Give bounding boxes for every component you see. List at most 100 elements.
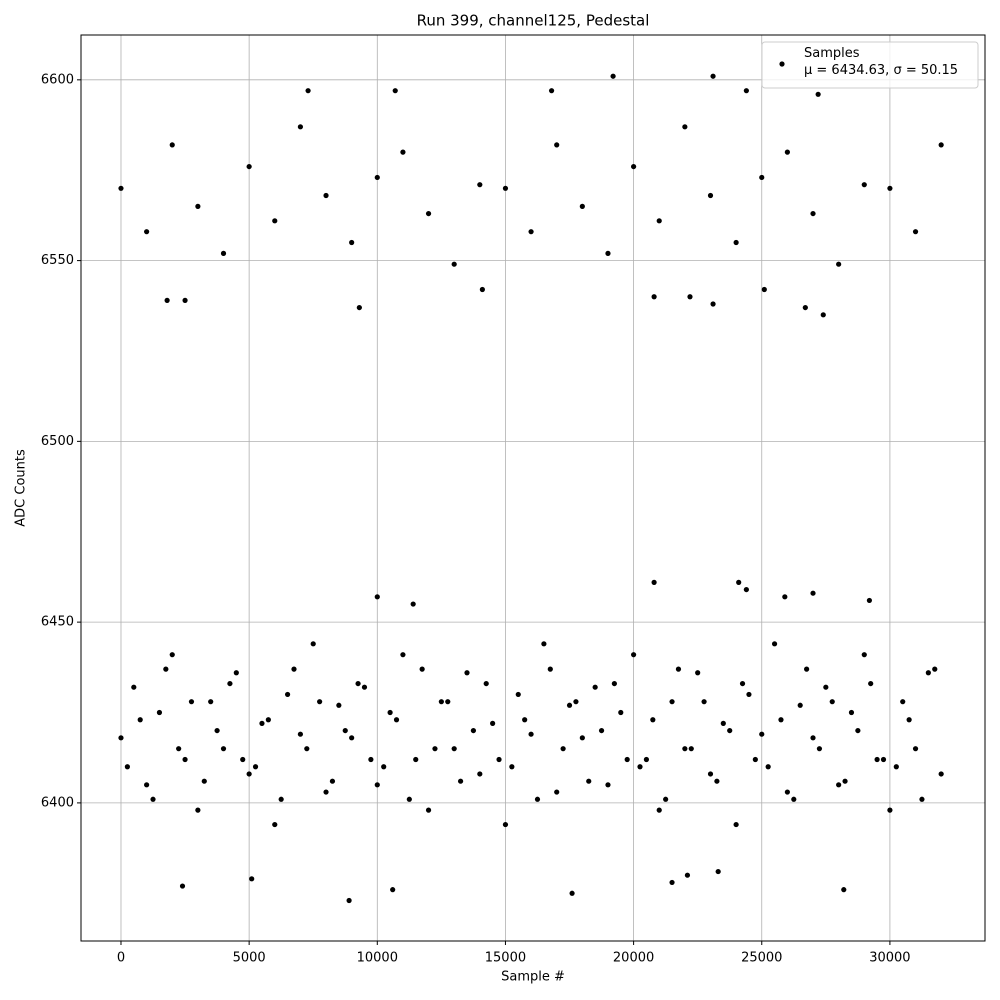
y-axis-label: ADC Counts — [14, 449, 29, 527]
point — [169, 142, 175, 148]
point — [605, 782, 611, 788]
point — [720, 720, 726, 726]
point — [346, 897, 352, 904]
point — [900, 699, 906, 705]
point — [144, 229, 150, 235]
point — [259, 720, 265, 726]
point — [547, 666, 553, 672]
point — [605, 250, 611, 256]
point — [265, 717, 271, 723]
x-tick-label: 5000 — [233, 951, 266, 966]
point — [569, 890, 575, 896]
point — [611, 680, 617, 687]
point — [118, 185, 124, 191]
point — [304, 746, 310, 752]
point — [771, 641, 778, 647]
point — [297, 731, 304, 737]
point — [342, 727, 348, 734]
point — [419, 666, 425, 672]
point — [291, 666, 297, 672]
point — [710, 73, 716, 79]
point — [714, 778, 720, 784]
point — [169, 652, 175, 658]
point — [802, 304, 808, 311]
point — [650, 717, 656, 723]
point — [432, 746, 438, 752]
chart-title: Run 399, channel125, Pedestal — [417, 12, 650, 30]
point — [356, 304, 362, 311]
point — [810, 210, 816, 217]
legend-box — [761, 41, 979, 89]
point — [804, 666, 810, 672]
point — [515, 691, 521, 698]
point — [743, 586, 749, 593]
point — [182, 297, 188, 303]
point — [887, 185, 893, 191]
point — [163, 666, 169, 672]
point — [842, 778, 848, 784]
point — [479, 286, 485, 293]
point — [765, 764, 771, 770]
point — [874, 756, 880, 763]
point — [220, 746, 227, 752]
point — [736, 579, 742, 585]
point — [925, 670, 931, 676]
point — [912, 746, 919, 752]
point — [534, 796, 541, 802]
point — [137, 717, 143, 723]
point — [390, 887, 396, 893]
point — [502, 821, 509, 828]
point — [297, 124, 304, 130]
point — [727, 727, 733, 734]
point — [868, 680, 874, 687]
point — [451, 261, 457, 267]
point — [733, 821, 739, 828]
point — [374, 782, 380, 788]
point — [566, 702, 573, 708]
point — [669, 879, 675, 886]
point — [406, 796, 412, 802]
point — [618, 709, 624, 716]
point — [278, 796, 284, 802]
point — [490, 720, 496, 726]
x-tick-label: 20000 — [613, 951, 654, 966]
point — [733, 239, 739, 246]
point — [573, 699, 579, 705]
point — [246, 163, 252, 170]
point — [836, 782, 842, 788]
point — [483, 680, 489, 687]
point — [246, 771, 252, 777]
point — [669, 699, 675, 705]
point — [541, 641, 547, 647]
point — [457, 778, 464, 784]
point — [208, 699, 214, 705]
point — [695, 670, 701, 676]
point — [355, 680, 361, 687]
point — [816, 746, 823, 752]
point — [701, 699, 707, 705]
point — [598, 727, 605, 734]
point — [746, 691, 752, 698]
point — [323, 789, 329, 795]
point — [938, 771, 944, 777]
point — [684, 872, 691, 878]
point — [233, 670, 239, 676]
point — [848, 709, 855, 716]
point — [610, 73, 616, 79]
point — [932, 666, 938, 672]
point — [707, 771, 714, 777]
point — [855, 727, 861, 734]
point — [150, 796, 156, 802]
point — [651, 579, 657, 585]
point — [919, 796, 925, 802]
y-tick-label: 6500 — [41, 434, 74, 449]
point — [470, 727, 477, 734]
x-tick-label: 25000 — [741, 951, 782, 966]
legend: Samples μ = 6434.63, σ = 50.15 — [761, 41, 979, 89]
point — [820, 312, 826, 318]
point — [836, 261, 842, 267]
point — [682, 746, 688, 752]
point — [400, 149, 406, 155]
